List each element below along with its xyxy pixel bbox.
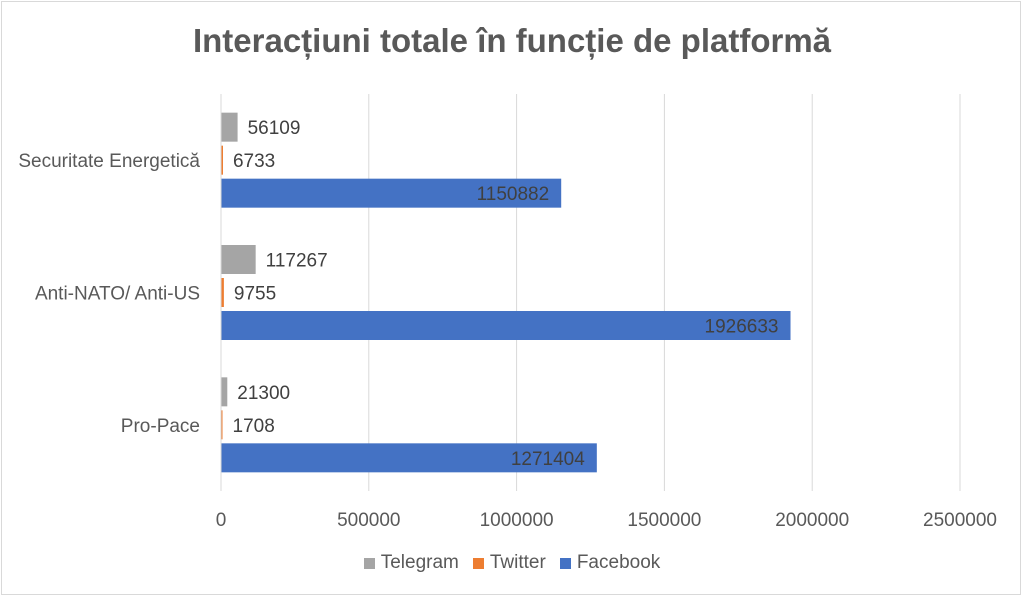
legend-swatch-facebook (559, 557, 571, 569)
x-tick-label: 2500000 (923, 510, 997, 531)
data-label: 56109 (248, 118, 301, 139)
data-label: 9755 (234, 284, 276, 305)
legend-swatch-twitter (472, 557, 484, 569)
legend-label-telegram: Telegram (380, 552, 459, 573)
x-tick-label: 500000 (337, 510, 400, 531)
data-label: 21300 (237, 383, 290, 404)
bar-facebook (221, 311, 791, 340)
bar-twitter (221, 278, 224, 307)
bar-facebook (221, 178, 562, 208)
data-label: 1926633 (705, 317, 779, 338)
legend-label-twitter: Twitter (489, 552, 546, 573)
data-label: 117267 (266, 251, 328, 272)
data-label: 1708 (233, 416, 275, 437)
bar-facebook (221, 443, 597, 473)
x-tick-label: 0 (216, 510, 227, 531)
x-tick-label: 2000000 (775, 510, 849, 531)
legend-item-twitter: Twitter (472, 552, 546, 574)
data-label: 6733 (233, 151, 275, 172)
bar-twitter (221, 145, 223, 175)
legend-label-facebook: Facebook (576, 552, 661, 573)
category-label: Securitate Energetică (18, 151, 200, 172)
legend-swatch-telegram (363, 557, 375, 569)
chart-title: Interacțiuni totale în funcție de platfo… (192, 22, 832, 59)
x-tick-label: 1500000 (627, 510, 701, 531)
legend-item-telegram: Telegram (363, 552, 459, 574)
bar-telegram (221, 245, 256, 274)
legend-item-facebook: Facebook (559, 552, 661, 574)
category-label: Pro-Pace (121, 416, 200, 437)
data-label: 1271404 (511, 449, 585, 470)
category-label: Anti-NATO/ Anti-US (35, 284, 200, 305)
bar-telegram (221, 377, 228, 407)
x-tick-label: 1000000 (480, 510, 554, 531)
data-label: 1150882 (477, 184, 550, 205)
bar-twitter (221, 410, 223, 440)
bar-telegram (221, 112, 238, 142)
chart-legend: Telegram Twitter Facebook (0, 552, 1024, 574)
